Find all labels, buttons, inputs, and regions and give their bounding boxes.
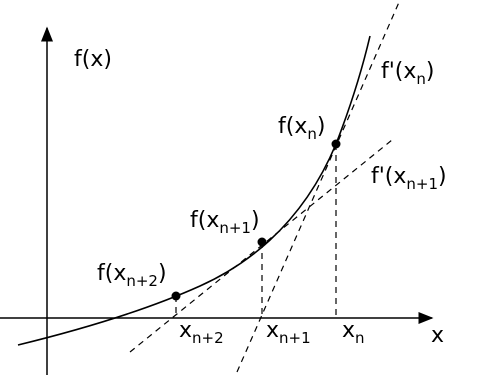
label-sub: n+1	[279, 329, 311, 347]
label-text: )	[251, 208, 260, 233]
label-text: )	[426, 59, 435, 84]
label-sub: n	[355, 329, 365, 347]
point	[257, 237, 267, 247]
point	[331, 139, 341, 149]
point	[171, 291, 181, 301]
x-tick-label: xn+2	[179, 318, 224, 347]
tangent-line	[236, 0, 401, 373]
tangent-label: f'(xn+1)	[371, 164, 447, 193]
point-label: f(xn)	[278, 114, 325, 143]
label-text: )	[438, 164, 447, 189]
x-tick-label: xn+1	[266, 318, 311, 347]
point-label: f(xn+1)	[190, 208, 260, 237]
label-sub: n+1	[406, 175, 438, 193]
tangent-label: f'(xn)	[381, 59, 435, 88]
label-sub: n+2	[192, 329, 224, 347]
label-text: f'(x	[381, 59, 416, 84]
label-text: )	[317, 114, 326, 139]
label-text: x	[266, 318, 279, 343]
x-axis-label: x	[431, 323, 444, 348]
label-sub: n	[307, 125, 317, 143]
label-text: x	[342, 318, 355, 343]
label-sub: n	[416, 70, 426, 88]
label-text: f(x	[190, 208, 219, 233]
label-text: f'(x	[371, 164, 406, 189]
label-text: f(x	[97, 261, 126, 286]
x-tick-label: xn	[342, 318, 365, 347]
label-sub: n+2	[126, 272, 158, 290]
curve	[17, 35, 371, 346]
label-text: )	[158, 261, 167, 286]
label-text: x	[179, 318, 192, 343]
y-axis-label: f(x)	[74, 47, 112, 72]
label-sub: n+1	[219, 219, 251, 237]
point-label: f(xn+2)	[97, 261, 167, 290]
label-text: f(x	[278, 114, 307, 139]
